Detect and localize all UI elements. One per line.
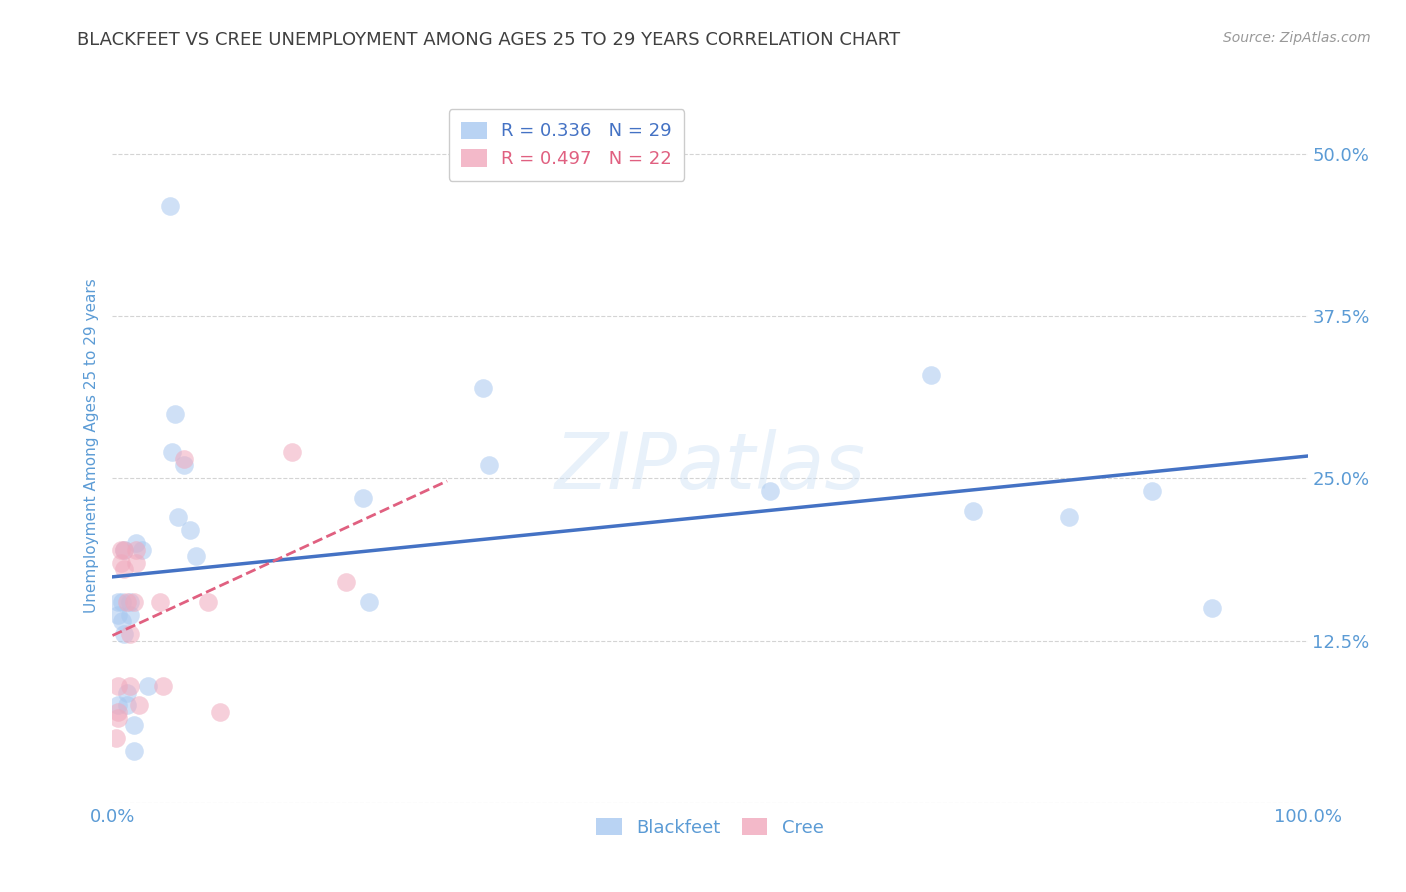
Point — [122, 744, 145, 758]
Point — [128, 698, 150, 713]
Point — [120, 607, 142, 622]
Point — [120, 595, 142, 609]
Point — [107, 595, 129, 609]
Point — [359, 595, 381, 609]
Point — [163, 407, 186, 421]
Point — [107, 698, 129, 713]
Point — [114, 562, 135, 576]
Point — [125, 542, 148, 557]
Point — [111, 614, 134, 628]
Point — [110, 542, 132, 557]
Point — [352, 491, 374, 505]
Point — [197, 595, 219, 609]
Point — [335, 575, 357, 590]
Point — [920, 368, 942, 382]
Point — [152, 679, 174, 693]
Point — [110, 556, 132, 570]
Point — [114, 542, 135, 557]
Point — [138, 679, 160, 693]
Point — [115, 685, 138, 699]
Point — [1201, 601, 1223, 615]
Point — [122, 718, 145, 732]
Point — [120, 679, 142, 693]
Point — [173, 452, 195, 467]
Point — [115, 698, 138, 713]
Y-axis label: Unemployment Among Ages 25 to 29 years: Unemployment Among Ages 25 to 29 years — [83, 278, 98, 614]
Point — [759, 484, 782, 499]
Point — [107, 679, 129, 693]
Point — [122, 595, 145, 609]
Point — [115, 595, 138, 609]
Point — [149, 595, 172, 609]
Point — [472, 381, 495, 395]
Point — [281, 445, 304, 459]
Point — [1057, 510, 1080, 524]
Point — [125, 556, 148, 570]
Point — [105, 731, 128, 745]
Point — [107, 607, 129, 622]
Point — [125, 536, 148, 550]
Text: BLACKFEET VS CREE UNEMPLOYMENT AMONG AGES 25 TO 29 YEARS CORRELATION CHART: BLACKFEET VS CREE UNEMPLOYMENT AMONG AGE… — [77, 31, 900, 49]
Point — [209, 705, 232, 719]
Point — [107, 711, 129, 725]
Text: Source: ZipAtlas.com: Source: ZipAtlas.com — [1223, 31, 1371, 45]
Point — [962, 504, 984, 518]
Point — [114, 542, 135, 557]
Point — [173, 458, 195, 473]
Point — [131, 542, 153, 557]
Point — [179, 524, 201, 538]
Point — [186, 549, 208, 564]
Point — [107, 705, 129, 719]
Legend: Blackfeet, Cree: Blackfeet, Cree — [589, 811, 831, 844]
Point — [478, 458, 501, 473]
Text: ZIPatlas: ZIPatlas — [554, 429, 866, 506]
Point — [162, 445, 183, 459]
Point — [1142, 484, 1164, 499]
Point — [111, 595, 134, 609]
Point — [120, 627, 142, 641]
Point — [114, 627, 135, 641]
Point — [167, 510, 190, 524]
Point — [159, 199, 181, 213]
